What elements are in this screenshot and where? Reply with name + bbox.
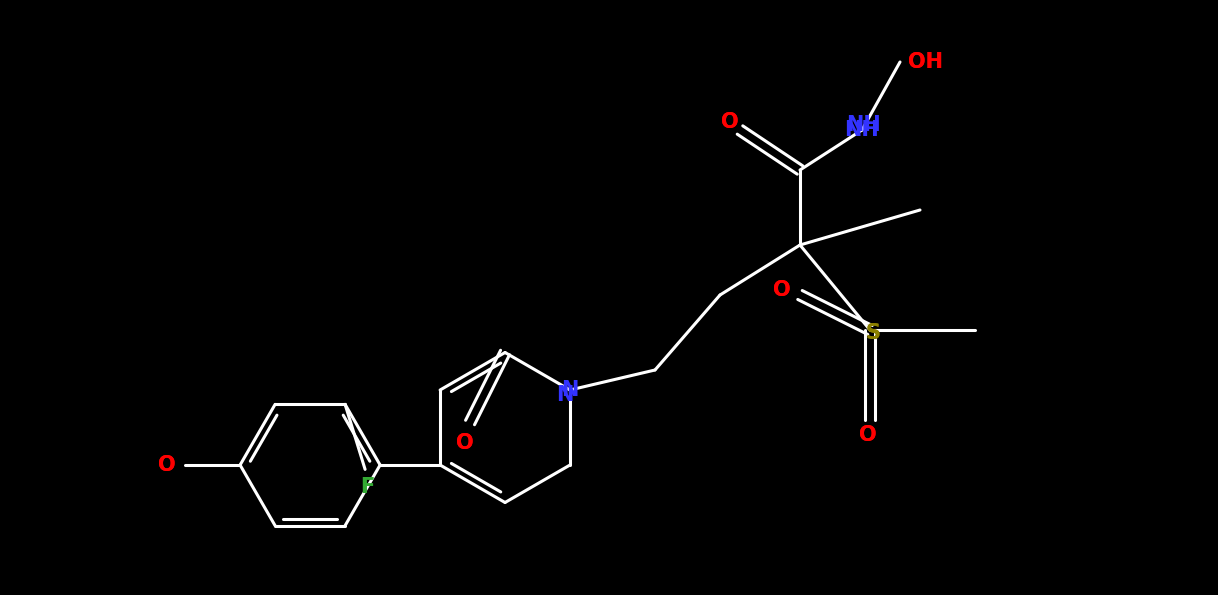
Text: NH: NH [847,115,882,135]
Text: O: O [158,455,175,475]
Text: O: O [859,425,877,445]
Text: O: O [457,433,474,453]
Text: O: O [158,455,175,475]
Bar [555,385,574,405]
Text: O: O [773,280,790,300]
Text: O: O [457,433,474,453]
Text: O: O [773,280,790,300]
Text: N: N [557,385,574,405]
Bar [158,455,177,475]
Text: OH: OH [907,52,943,72]
Bar [905,52,935,72]
Text: S: S [866,323,881,343]
Text: O: O [721,112,739,132]
Bar [456,433,474,453]
Bar [359,477,375,497]
Text: O: O [721,112,739,132]
Text: O: O [859,425,877,445]
Bar [773,280,790,300]
Text: OH: OH [907,52,943,72]
Text: N: N [561,380,579,400]
Bar [864,323,882,343]
Text: S: S [866,323,881,343]
Bar [721,112,739,132]
Text: F: F [361,477,374,497]
Bar [859,425,877,445]
Text: NH: NH [844,120,879,140]
Text: F: F [361,477,374,497]
Bar [847,120,878,140]
